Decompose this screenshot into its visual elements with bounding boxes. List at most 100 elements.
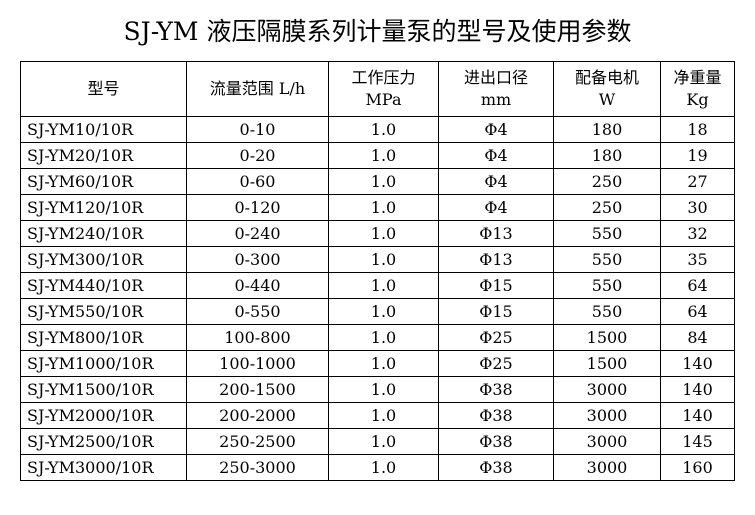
cell-port-diameter: Φ25 (438, 324, 554, 351)
cell-motor-power: 3000 (553, 454, 661, 481)
cell-model: SJ-YM1000/10R (20, 350, 187, 377)
cell-model: SJ-YM10/10R (20, 116, 187, 143)
cell-motor-power: 1500 (553, 324, 661, 351)
table-row: SJ-YM800/10R 100-800 1.0 Φ25 1500 84 (20, 324, 735, 351)
cell-flow-range: 0-120 (186, 194, 329, 221)
cell-motor-power: 550 (553, 220, 661, 247)
cell-working-pressure: 1.0 (328, 116, 439, 143)
table-row: SJ-YM1500/10R 200-1500 1.0 Φ38 3000 140 (20, 376, 735, 403)
cell-flow-range: 0-550 (186, 298, 329, 325)
cell-motor-power: 550 (553, 298, 661, 325)
cell-motor-power: 3000 (553, 376, 661, 403)
header-motor-power-unit: W (598, 90, 616, 109)
header-row: 型号 流量范围 L/h 工作压力 MPa 进出口径 mm 配备电机 W 净重量 … (20, 61, 735, 117)
cell-working-pressure: 1.0 (328, 298, 439, 325)
cell-port-diameter: Φ15 (438, 272, 554, 299)
cell-net-weight: 19 (660, 142, 735, 169)
table-body: SJ-YM10/10R 0-10 1.0 Φ4 180 18 SJ-YM20/10R 0-20… (20, 116, 735, 481)
header-model: 型号 (20, 61, 187, 117)
cell-working-pressure: 1.0 (328, 324, 439, 351)
cell-port-diameter: Φ38 (438, 454, 554, 481)
cell-working-pressure: 1.0 (328, 168, 439, 195)
cell-motor-power: 550 (553, 272, 661, 299)
table-row: SJ-YM2500/10R 250-2500 1.0 Φ38 3000 145 (20, 428, 735, 455)
cell-flow-range: 200-2000 (186, 402, 329, 429)
table-row: SJ-YM240/10R 0-240 1.0 Φ13 550 32 (20, 220, 735, 247)
cell-working-pressure: 1.0 (328, 376, 439, 403)
cell-working-pressure: 1.0 (328, 246, 439, 273)
cell-model: SJ-YM440/10R (20, 272, 187, 299)
cell-flow-range: 0-240 (186, 220, 329, 247)
table-row: SJ-YM2000/10R 200-2000 1.0 Φ38 3000 140 (20, 402, 735, 429)
cell-port-diameter: Φ4 (438, 116, 554, 143)
cell-net-weight: 35 (660, 246, 735, 273)
cell-model: SJ-YM3000/10R (20, 454, 187, 481)
cell-working-pressure: 1.0 (328, 350, 439, 377)
table-header: 型号 流量范围 L/h 工作压力 MPa 进出口径 mm 配备电机 W 净重量 … (20, 61, 735, 117)
header-flow-range: 流量范围 L/h (186, 61, 329, 117)
cell-model: SJ-YM20/10R (20, 142, 187, 169)
cell-net-weight: 64 (660, 298, 735, 325)
cell-motor-power: 180 (553, 116, 661, 143)
cell-flow-range: 0-60 (186, 168, 329, 195)
cell-port-diameter: Φ4 (438, 194, 554, 221)
cell-model: SJ-YM120/10R (20, 194, 187, 221)
header-working-pressure-label: 工作压力 (351, 68, 416, 87)
cell-net-weight: 18 (660, 116, 735, 143)
cell-model: SJ-YM800/10R (20, 324, 187, 351)
cell-flow-range: 0-440 (186, 272, 329, 299)
table-row: SJ-YM440/10R 0-440 1.0 Φ15 550 64 (20, 272, 735, 299)
table-row: SJ-YM3000/10R 250-3000 1.0 Φ38 3000 160 (20, 454, 735, 481)
cell-flow-range: 0-300 (186, 246, 329, 273)
cell-net-weight: 84 (660, 324, 735, 351)
cell-working-pressure: 1.0 (328, 220, 439, 247)
cell-net-weight: 145 (660, 428, 735, 455)
cell-net-weight: 30 (660, 194, 735, 221)
cell-working-pressure: 1.0 (328, 428, 439, 455)
table-row: SJ-YM120/10R 0-120 1.0 Φ4 250 30 (20, 194, 735, 221)
cell-net-weight: 64 (660, 272, 735, 299)
cell-model: SJ-YM300/10R (20, 246, 187, 273)
cell-port-diameter: Φ38 (438, 376, 554, 403)
cell-net-weight: 160 (660, 454, 735, 481)
cell-flow-range: 100-800 (186, 324, 329, 351)
cell-flow-range: 200-1500 (186, 376, 329, 403)
header-net-weight-unit: Kg (686, 90, 709, 109)
cell-working-pressure: 1.0 (328, 194, 439, 221)
cell-flow-range: 250-3000 (186, 454, 329, 481)
header-port-diameter: 进出口径 mm (438, 61, 554, 117)
cell-port-diameter: Φ4 (438, 142, 554, 169)
cell-net-weight: 27 (660, 168, 735, 195)
header-port-diameter-unit: mm (480, 90, 512, 109)
cell-net-weight: 32 (660, 220, 735, 247)
cell-motor-power: 250 (553, 194, 661, 221)
cell-model: SJ-YM240/10R (20, 220, 187, 247)
cell-motor-power: 1500 (553, 350, 661, 377)
cell-port-diameter: Φ25 (438, 350, 554, 377)
header-motor-power: 配备电机 W (553, 61, 661, 117)
cell-model: SJ-YM60/10R (20, 168, 187, 195)
cell-net-weight: 140 (660, 376, 735, 403)
table-row: SJ-YM10/10R 0-10 1.0 Φ4 180 18 (20, 116, 735, 143)
cell-model: SJ-YM1500/10R (20, 376, 187, 403)
cell-port-diameter: Φ13 (438, 220, 554, 247)
header-working-pressure: 工作压力 MPa (328, 61, 439, 117)
cell-port-diameter: Φ38 (438, 428, 554, 455)
cell-flow-range: 100-1000 (186, 350, 329, 377)
cell-port-diameter: Φ4 (438, 168, 554, 195)
table-row: SJ-YM550/10R 0-550 1.0 Φ15 550 64 (20, 298, 735, 325)
cell-port-diameter: Φ38 (438, 402, 554, 429)
cell-working-pressure: 1.0 (328, 272, 439, 299)
cell-net-weight: 140 (660, 350, 735, 377)
document-title: SJ-YM 液压隔膜系列计量泵的型号及使用参数 (123, 17, 632, 46)
cell-model: SJ-YM2500/10R (20, 428, 187, 455)
cell-working-pressure: 1.0 (328, 142, 439, 169)
cell-motor-power: 180 (553, 142, 661, 169)
header-flow-range-label: 流量范围 L/h (209, 79, 306, 98)
cell-model: SJ-YM550/10R (20, 298, 187, 325)
table-row: SJ-YM300/10R 0-300 1.0 Φ13 550 35 (20, 246, 735, 273)
cell-motor-power: 550 (553, 246, 661, 273)
table-row: SJ-YM1000/10R 100-1000 1.0 Φ25 1500 140 (20, 350, 735, 377)
header-model-label: 型号 (87, 79, 120, 98)
cell-motor-power: 250 (553, 168, 661, 195)
